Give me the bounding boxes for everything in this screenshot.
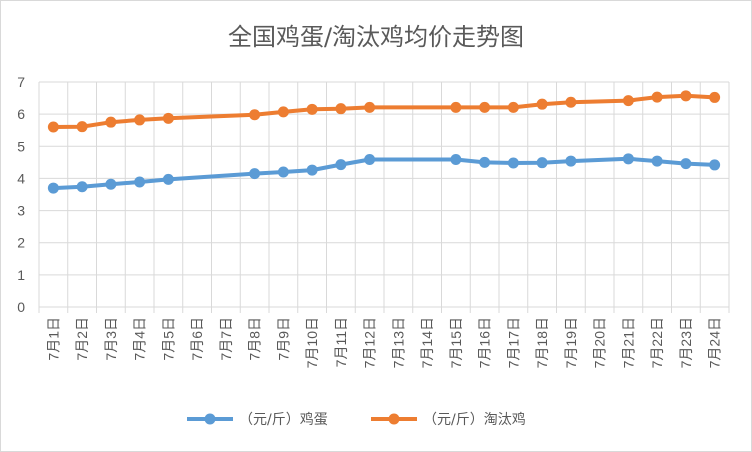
x-tick-label: 7月21日: [620, 317, 636, 368]
data-point-0: [507, 157, 519, 169]
y-tick-label: 0: [17, 299, 25, 315]
y-tick-label: 4: [17, 170, 25, 186]
x-tick-label: 7月12日: [362, 317, 378, 368]
legend: （元/斤）鸡蛋 （元/斤）淘汰鸡: [187, 411, 526, 428]
x-axis-ticks: 7月1日 7月2日 7月3日 7月4日 7月5日 7月6日 7月7日 7月8日 7月9日 7月10…: [45, 317, 722, 368]
data-point-0: [709, 159, 721, 171]
y-tick-label: 2: [17, 235, 25, 251]
data-point-0: [76, 181, 88, 193]
chart-title: 全国鸡蛋/淘汰鸡均价走势图: [228, 23, 524, 51]
data-point-0: [47, 182, 59, 194]
x-tick-label: 7月14日: [419, 317, 435, 368]
data-point-1: [709, 91, 721, 103]
data-point-1: [162, 112, 174, 124]
data-point-0: [622, 153, 634, 165]
gridlines: [38, 81, 730, 313]
data-point-0: [306, 164, 318, 176]
data-point-0: [335, 159, 347, 171]
data-point-0: [364, 153, 376, 165]
x-tick-label: 7月16日: [477, 317, 493, 368]
x-tick-label: 7月1日: [45, 317, 61, 361]
x-tick-label: 7月2日: [74, 317, 90, 361]
data-point-1: [335, 103, 347, 115]
data-point-1: [536, 98, 548, 110]
y-tick-label: 1: [17, 267, 25, 283]
data-point-1: [680, 90, 692, 102]
legend-marker-1: [388, 413, 400, 425]
data-point-1: [76, 121, 88, 133]
data-point-1: [651, 91, 663, 103]
data-point-0: [162, 173, 174, 185]
legend-marker-0: [204, 413, 216, 425]
x-tick-label: 7月6日: [189, 317, 205, 361]
x-tick-label: 7月22日: [649, 317, 665, 368]
x-tick-label: 7月24日: [707, 317, 723, 368]
x-tick-label: 7月23日: [678, 317, 694, 368]
data-point-0: [680, 158, 692, 170]
data-point-1: [134, 114, 146, 126]
x-tick-label: 7月5日: [160, 317, 176, 361]
x-tick-label: 7月19日: [563, 317, 579, 368]
x-tick-label: 7月4日: [132, 317, 148, 361]
legend-label-0: （元/斤）鸡蛋: [239, 411, 328, 428]
y-tick-label: 3: [17, 203, 25, 219]
y-tick-label: 7: [17, 74, 25, 90]
y-tick-label: 5: [17, 138, 25, 154]
data-point-0: [565, 155, 577, 167]
data-point-1: [565, 96, 577, 108]
x-tick-label: 7月9日: [275, 317, 291, 361]
data-point-1: [479, 101, 491, 113]
data-point-1: [364, 101, 376, 113]
x-tick-label: 7月8日: [247, 317, 263, 361]
legend-label-1: （元/斤）淘汰鸡: [423, 411, 526, 428]
data-point-0: [479, 156, 491, 168]
data-point-1: [249, 109, 261, 121]
data-point-0: [277, 166, 289, 178]
data-point-0: [134, 176, 146, 188]
series-layer: [47, 90, 721, 194]
data-point-1: [47, 121, 59, 133]
x-tick-label: 7月7日: [218, 317, 234, 361]
data-point-0: [249, 168, 261, 180]
x-tick-label: 7月3日: [103, 317, 119, 361]
data-point-1: [622, 95, 634, 107]
x-tick-label: 7月11日: [333, 317, 349, 367]
x-tick-label: 7月17日: [505, 317, 521, 368]
data-point-0: [651, 155, 663, 167]
data-point-0: [450, 153, 462, 165]
x-tick-label: 7月15日: [448, 317, 464, 368]
y-axis-ticks: 0 1 2 3 4 5 6 7: [17, 74, 25, 315]
x-tick-label: 7月20日: [592, 317, 608, 368]
x-tick-label: 7月18日: [534, 317, 550, 368]
x-tick-label: 7月10日: [304, 317, 320, 368]
data-point-0: [105, 178, 117, 190]
y-tick-label: 6: [17, 106, 25, 122]
data-point-1: [105, 116, 117, 128]
data-point-1: [306, 103, 318, 115]
data-point-1: [450, 101, 462, 113]
data-point-0: [536, 157, 548, 169]
x-tick-label: 7月13日: [390, 317, 406, 368]
data-point-1: [507, 101, 519, 113]
data-point-1: [277, 106, 289, 118]
